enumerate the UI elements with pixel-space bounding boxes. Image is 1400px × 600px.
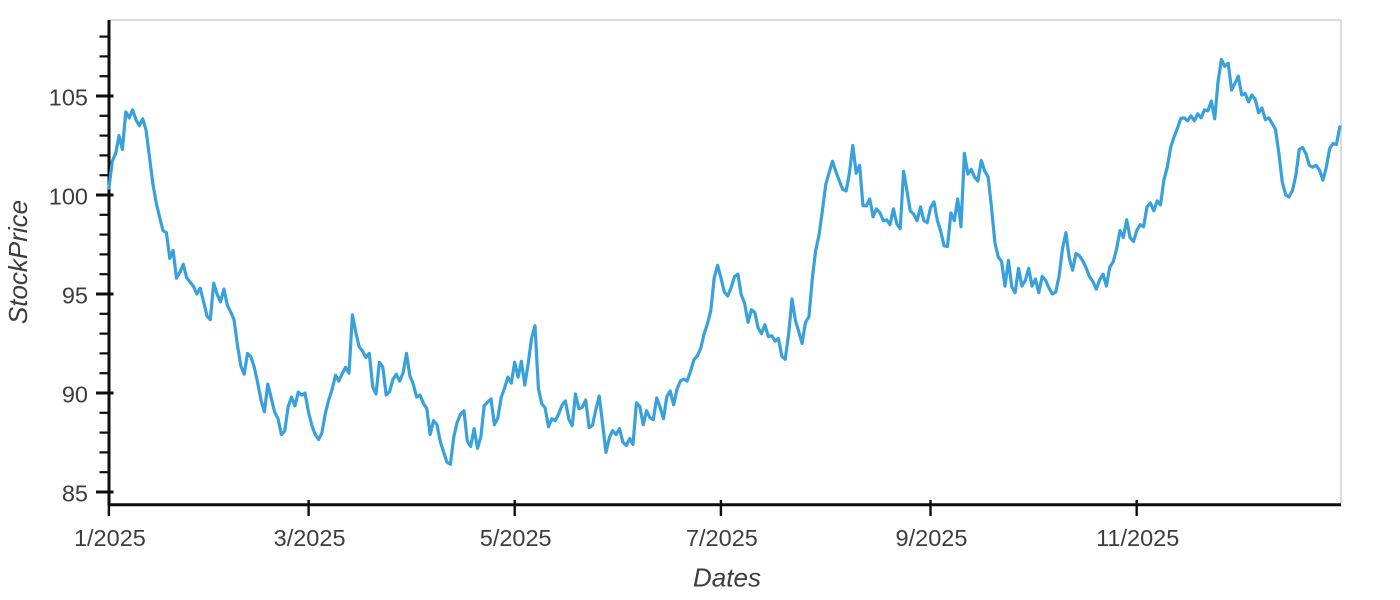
- svg-text:7/2025: 7/2025: [686, 525, 758, 551]
- svg-text:90: 90: [62, 382, 88, 408]
- svg-text:95: 95: [62, 283, 88, 309]
- svg-text:11/2025: 11/2025: [1096, 525, 1179, 551]
- svg-text:5/2025: 5/2025: [480, 525, 552, 551]
- svg-text:1/2025: 1/2025: [74, 525, 146, 551]
- svg-text:StockPrice: StockPrice: [3, 200, 33, 324]
- svg-text:100: 100: [49, 184, 88, 210]
- svg-text:9/2025: 9/2025: [896, 525, 968, 551]
- svg-text:105: 105: [49, 85, 88, 111]
- svg-text:Dates: Dates: [693, 563, 761, 593]
- svg-text:3/2025: 3/2025: [274, 525, 346, 551]
- svg-text:85: 85: [62, 481, 88, 507]
